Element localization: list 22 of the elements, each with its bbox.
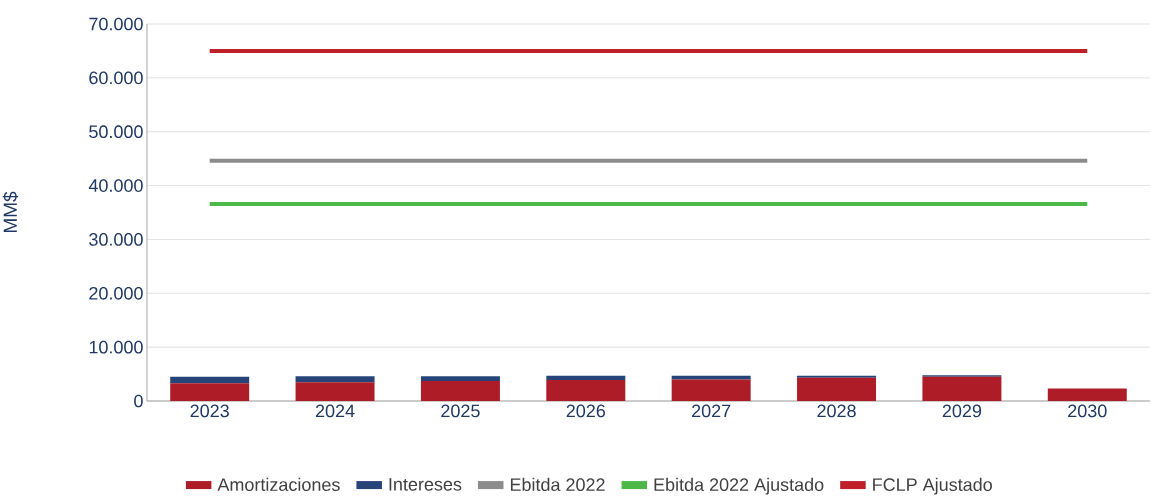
y-tick-label: 10.000 — [89, 340, 143, 354]
legend-label: FCLP Ajustado — [873, 477, 992, 495]
y-tick-label: 50.000 — [89, 125, 143, 139]
legend-label: Ebitda 2022 Ajustado — [654, 477, 824, 495]
y-axis-title: MM$ — [2, 191, 19, 233]
legend-label: Amortizaciones — [217, 477, 340, 492]
y-tick-label: 20.000 — [89, 286, 143, 300]
x-tick-label: 2029 — [942, 404, 982, 418]
x-tick-label: 2026 — [566, 404, 606, 418]
y-tick-label: 0 — [134, 394, 143, 408]
x-tick-label: 2027 — [692, 404, 731, 418]
y-tick-label: 70.000 — [89, 17, 143, 31]
x-tick-label: 2024 — [315, 404, 355, 418]
x-tick-label: 2025 — [441, 404, 480, 418]
x-tick-label: 2028 — [817, 404, 856, 418]
x-tick-label: 2023 — [190, 404, 229, 418]
legend-label: Intereses — [389, 478, 462, 491]
y-tick-label: 30.000 — [89, 233, 143, 246]
x-tick-label: 2030 — [1068, 404, 1107, 418]
legend-label: Ebitda 2022 — [510, 477, 605, 492]
y-tick-label: 60.000 — [89, 71, 143, 85]
y-tick-label: 40.000 — [88, 179, 143, 192]
